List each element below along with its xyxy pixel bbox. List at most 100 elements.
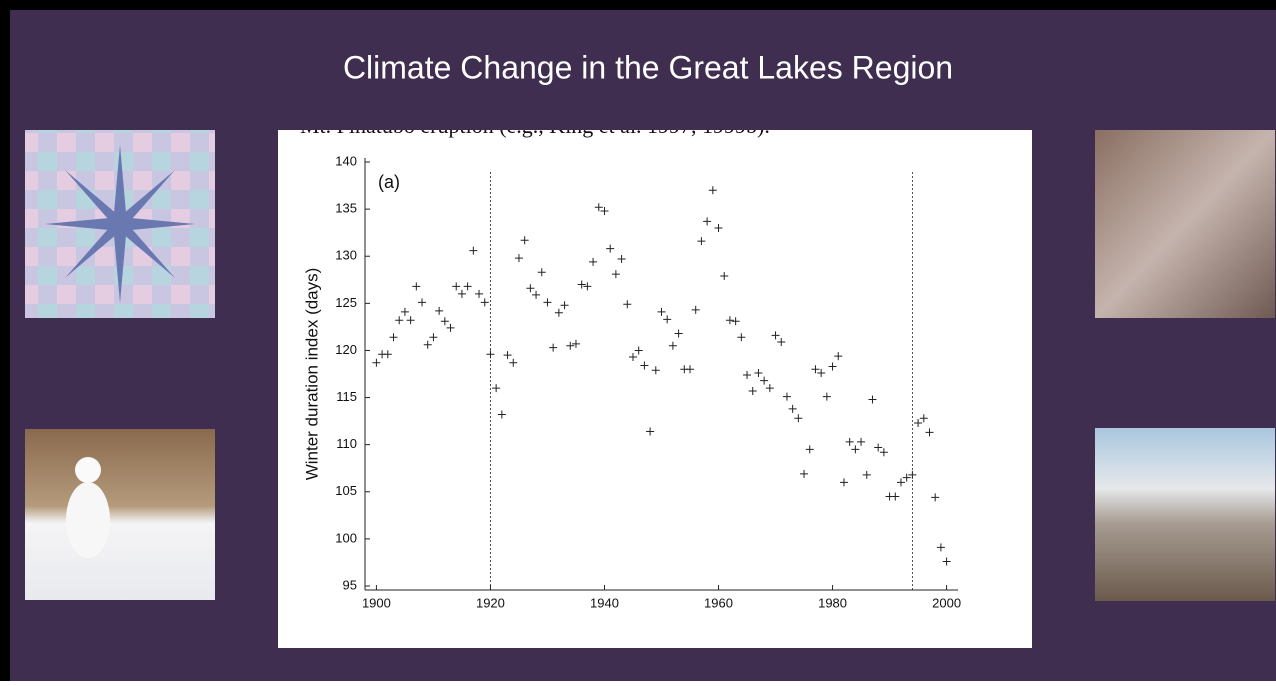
point <box>623 300 632 309</box>
point <box>532 290 541 299</box>
point <box>782 392 791 401</box>
point <box>862 470 871 479</box>
y-tick-label: 115 <box>336 389 357 404</box>
slide-title: Climate Change in the Great Lakes Region <box>343 49 953 85</box>
point <box>851 445 860 454</box>
point <box>583 282 592 291</box>
snowflake-shape <box>45 145 195 303</box>
point <box>520 236 529 245</box>
point <box>754 369 763 378</box>
point <box>896 478 905 487</box>
x-tick-label: 1980 <box>818 595 847 610</box>
y-axis-label: Winter duration index (days) <box>302 268 321 481</box>
point <box>720 272 729 281</box>
point <box>463 282 472 291</box>
point <box>879 448 888 457</box>
point <box>526 284 535 293</box>
point <box>771 331 780 340</box>
point <box>857 437 866 446</box>
snowman-head <box>75 457 101 483</box>
point <box>389 333 398 342</box>
point <box>805 445 814 454</box>
caption-fragment: Mt. Pinatubo eruption (e.g., King et al.… <box>300 113 770 138</box>
point <box>634 346 643 355</box>
leaves-image <box>1095 130 1275 318</box>
point <box>925 428 934 437</box>
point <box>919 414 928 423</box>
point <box>817 369 826 378</box>
point <box>549 343 558 352</box>
point <box>703 217 712 226</box>
point <box>492 384 501 393</box>
point <box>839 478 848 487</box>
point <box>686 365 695 374</box>
x-tick-label: 1920 <box>476 595 505 610</box>
point <box>406 316 415 325</box>
point <box>457 289 466 298</box>
point <box>611 270 620 279</box>
x-tick-label: 1900 <box>362 595 391 610</box>
point <box>936 543 945 552</box>
y-tick-label: 135 <box>335 201 357 216</box>
point <box>777 337 786 346</box>
point <box>794 414 803 423</box>
point <box>469 246 478 255</box>
point <box>657 307 666 316</box>
point <box>828 362 837 371</box>
point <box>537 268 546 277</box>
point <box>788 404 797 413</box>
y-tick-label: 105 <box>335 483 357 498</box>
point <box>497 410 506 419</box>
x-tick-label: 2000 <box>932 595 961 610</box>
point <box>800 469 809 478</box>
point <box>429 333 438 342</box>
point <box>874 443 883 452</box>
point <box>714 223 723 232</box>
chart-panel <box>278 130 1032 648</box>
point <box>571 339 580 348</box>
point <box>480 298 489 307</box>
point <box>908 470 917 479</box>
y-tick-label: 125 <box>335 295 357 310</box>
point <box>600 206 609 215</box>
point <box>731 317 740 326</box>
point <box>743 370 752 379</box>
point <box>475 289 484 298</box>
point <box>418 298 427 307</box>
point <box>514 254 523 263</box>
point <box>412 282 421 291</box>
point <box>503 351 512 360</box>
point <box>674 329 683 338</box>
point <box>486 350 495 359</box>
point <box>606 244 615 253</box>
point <box>725 316 734 325</box>
point <box>902 473 911 482</box>
point <box>760 376 769 385</box>
point <box>554 308 563 317</box>
point <box>423 340 432 349</box>
point <box>452 282 461 291</box>
point <box>566 341 575 350</box>
y-tick-label: 140 <box>335 153 357 168</box>
point <box>737 333 746 342</box>
point <box>663 315 672 324</box>
snowman-body <box>66 482 110 558</box>
panel-label: (a) <box>378 172 400 192</box>
point <box>845 437 854 446</box>
point <box>372 358 381 367</box>
point <box>395 316 404 325</box>
point <box>914 418 923 427</box>
point <box>543 298 552 307</box>
point <box>509 358 518 367</box>
point <box>594 203 603 212</box>
point <box>668 341 677 350</box>
point <box>811 365 820 374</box>
point <box>640 361 649 370</box>
point <box>589 257 598 266</box>
point <box>891 492 900 501</box>
point <box>834 352 843 361</box>
point <box>646 427 655 436</box>
x-tick-label: 1960 <box>704 595 733 610</box>
